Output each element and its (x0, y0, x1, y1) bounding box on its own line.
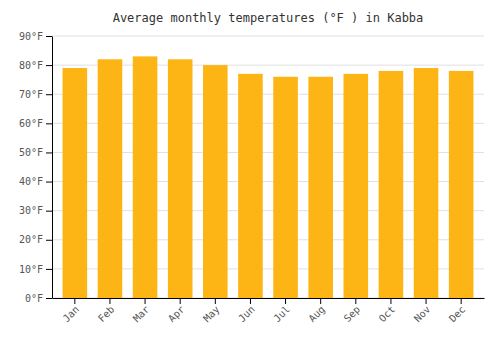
x-tick-label: Feb (96, 304, 117, 325)
bar (379, 71, 404, 298)
y-tick-mark (46, 36, 52, 37)
x-tick-mark (74, 298, 75, 304)
y-axis: 0°F 10°F 20°F 30°F 40°F 50°F 60°F 70°F 80°F 90°F (19, 31, 53, 304)
y-tick-mark (46, 182, 52, 183)
y-tick-label: 0°F (25, 293, 43, 304)
x-tick-label: Aug (306, 304, 327, 325)
x-tick-mark (285, 298, 286, 304)
y-tick-label: 70°F (19, 89, 43, 100)
chart-container: 0°F 10°F 20°F 30°F 40°F 50°F 60°F 70°F 80°F 90°F J… (0, 0, 500, 350)
x-tick: Aug (306, 298, 327, 324)
y-tick: 70°F (19, 89, 52, 100)
y-tick: 30°F (19, 205, 52, 216)
x-tick-label: Oct (377, 304, 398, 325)
y-tick: 10°F (19, 264, 52, 275)
x-tick: Oct (377, 298, 398, 324)
x-axis: Jan Feb Mar Apr May Jun Jul Aug Sep Oct Nov Dec (53, 298, 485, 324)
y-tick: 20°F (19, 234, 52, 245)
x-tick: Jun (236, 298, 257, 324)
x-tick-mark (109, 298, 110, 304)
y-tick: 80°F (19, 60, 52, 71)
x-tick-mark (390, 298, 391, 304)
bar (203, 65, 228, 298)
y-tick: 90°F (19, 31, 52, 42)
y-tick-label: 90°F (19, 31, 43, 42)
x-tick: Dec (447, 298, 468, 324)
bar (98, 59, 123, 298)
y-tick-label: 50°F (19, 147, 43, 158)
x-tick-mark (426, 298, 427, 304)
y-tick-label: 30°F (19, 205, 43, 216)
bar (414, 68, 439, 298)
y-tick: 0°F (25, 293, 52, 304)
y-tick-label: 20°F (19, 234, 43, 245)
chart-svg: 0°F 10°F 20°F 30°F 40°F 50°F 60°F 70°F 80°F 90°F J… (0, 0, 500, 350)
bar (238, 74, 263, 298)
grid-line (52, 36, 484, 37)
bar (273, 77, 298, 298)
x-tick-mark (320, 298, 321, 304)
grid (52, 36, 484, 298)
y-tick: 50°F (19, 147, 52, 158)
x-tick: Jan (61, 298, 82, 324)
bar (168, 59, 193, 298)
y-tick-label: 10°F (19, 264, 43, 275)
x-tick-label: Jul (271, 304, 292, 325)
x-tick-mark (145, 298, 146, 304)
x-tick-label: Apr (166, 304, 187, 325)
y-tick: 60°F (19, 118, 52, 129)
x-tick: Jul (271, 298, 292, 324)
x-tick-label: Jun (236, 304, 257, 325)
bar (449, 71, 474, 298)
x-tick-mark (461, 298, 462, 304)
x-tick-mark (355, 298, 356, 304)
x-tick: Feb (96, 298, 117, 324)
bar (344, 74, 369, 298)
y-tick-mark (46, 269, 52, 270)
x-tick: Sep (342, 298, 363, 324)
x-tick: Nov (412, 298, 433, 324)
y-axis-line (52, 37, 53, 299)
y-tick-mark (46, 123, 52, 124)
y-tick: 40°F (19, 176, 52, 187)
y-tick-mark (46, 298, 52, 299)
x-tick-label: May (201, 304, 222, 325)
x-tick: Mar (131, 298, 152, 324)
x-tick-mark (215, 298, 216, 304)
y-tick-mark (46, 152, 52, 153)
x-tick-label: Sep (342, 304, 363, 325)
plot-area: 0°F 10°F 20°F 30°F 40°F 50°F 60°F 70°F 80°F 90°F J… (19, 31, 485, 325)
bars (63, 56, 474, 298)
y-tick-label: 60°F (19, 118, 43, 129)
bar (133, 56, 158, 298)
y-tick-mark (46, 211, 52, 212)
x-tick-mark (180, 298, 181, 304)
x-axis-line (53, 298, 485, 299)
y-tick-mark (46, 240, 52, 241)
x-tick-label: Nov (412, 304, 433, 325)
y-tick-label: 40°F (19, 176, 43, 187)
y-tick-label: 80°F (19, 60, 43, 71)
y-tick-mark (46, 94, 52, 95)
x-tick: May (201, 298, 222, 324)
x-tick-mark (250, 298, 251, 304)
title: Average monthly temperatures (°F ) in Ka… (113, 11, 424, 25)
x-tick-label: Dec (447, 304, 468, 325)
x-tick-label: Jan (61, 304, 82, 325)
bar (308, 77, 333, 298)
x-tick-label: Mar (131, 304, 152, 325)
bar (63, 68, 88, 298)
x-tick: Apr (166, 298, 187, 324)
y-tick-mark (46, 65, 52, 66)
